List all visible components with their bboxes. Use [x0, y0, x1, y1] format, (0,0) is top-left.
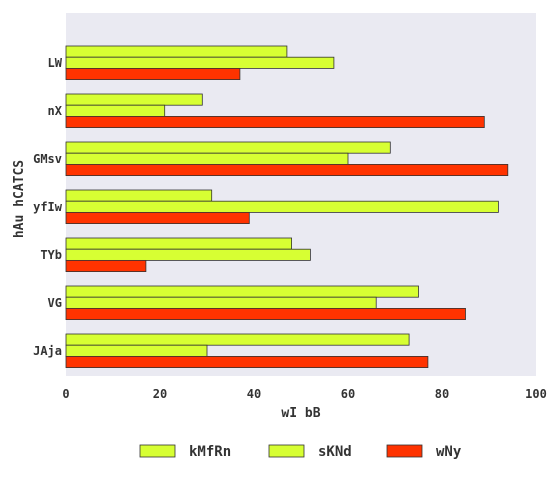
bar-wNy-TYb [65, 259, 147, 272]
legend-label-kMfRn: kMfRn [189, 444, 231, 460]
bar-wNy-JAja [65, 355, 429, 368]
bars [65, 45, 509, 368]
bar-kMfRn-LW [65, 45, 288, 58]
bar-kMfRn-TYb [65, 237, 293, 250]
y-tick-label: yfIw [33, 200, 63, 214]
legend: kMfRn sKNd wNy [139, 444, 462, 460]
x-axis-label: wI bB [281, 406, 320, 421]
x-tick-label: 100 [525, 387, 547, 401]
bar-wNy-LW [65, 68, 241, 81]
bar-wNy-VG [65, 307, 466, 320]
legend-label-wNy: wNy [436, 444, 462, 460]
legend-swatch-wNy [386, 444, 423, 458]
y-tick-labels: LW nX GMsv yfIw TYb VG JAja [33, 56, 63, 358]
bar-kMfRn-VG [65, 285, 419, 298]
bar-sKNd-nX [65, 104, 166, 117]
legend-swatch-sKNd [268, 444, 305, 458]
bar-kMfRn-GMsv [65, 141, 391, 154]
bar-sKNd-LW [65, 56, 335, 69]
y-tick-label: nX [48, 104, 63, 118]
y-axis-label: hAu hCATCS [12, 160, 27, 238]
x-tick-labels: 0 20 40 60 80 100 [62, 387, 546, 401]
x-tick-label: 20 [153, 387, 167, 401]
bar-kMfRn-yfIw [65, 189, 213, 202]
legend-swatch-kMfRn [139, 444, 176, 458]
x-tick-label: 60 [341, 387, 355, 401]
bar-wNy-yfIw [65, 211, 250, 224]
y-tick-label: GMsv [33, 152, 62, 166]
bar-wNy-nX [65, 116, 485, 129]
x-tick-label: 80 [435, 387, 449, 401]
bar-wNy-GMsv [65, 163, 509, 176]
x-tick-label: 0 [62, 387, 69, 401]
bar-kMfRn-JAja [65, 333, 410, 346]
bar-sKNd-JAja [65, 344, 208, 357]
y-tick-label: JAja [33, 344, 62, 358]
y-tick-label: VG [48, 296, 62, 310]
bar-sKNd-yfIw [65, 200, 499, 213]
legend-label-sKNd: sKNd [318, 444, 352, 460]
y-tick-label: LW [48, 56, 63, 70]
bar-sKNd-VG [65, 296, 377, 309]
bar-sKNd-GMsv [65, 152, 349, 165]
x-tick-label: 40 [247, 387, 261, 401]
bar-sKNd-TYb [65, 248, 311, 261]
bar-kMfRn-nX [65, 93, 203, 106]
y-tick-label: TYb [40, 248, 62, 262]
